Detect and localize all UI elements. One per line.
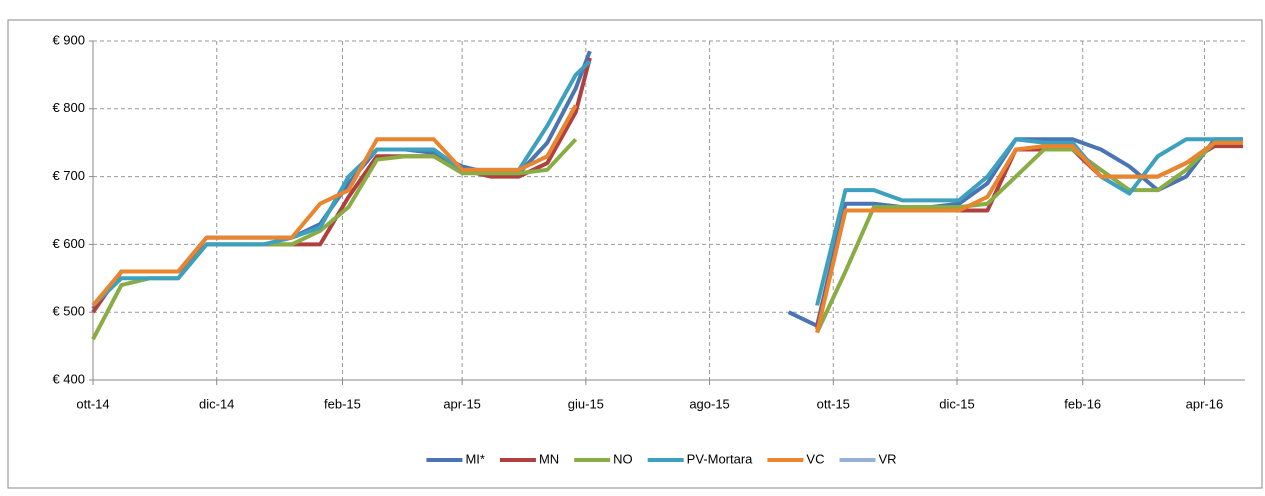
y-tick-label: € 500 [52,304,85,319]
x-tick-label: ago-15 [689,396,729,411]
y-tick-label: € 900 [52,32,85,47]
x-tick-label: dic-15 [939,396,974,411]
x-tick-label: apr-16 [1186,396,1224,411]
y-tick-label: € 400 [52,371,85,386]
y-tick-label: € 700 [52,168,85,183]
legend-label: MI* [465,451,485,466]
legend-label: VC [806,451,824,466]
y-tick-label: € 600 [52,236,85,251]
legend-label: MN [539,451,559,466]
y-tick-label: € 800 [52,100,85,115]
legend-label: NO [613,451,633,466]
x-tick-label: ott-15 [817,396,850,411]
x-tick-label: dic-14 [199,396,234,411]
legend-label: VR [878,451,896,466]
x-tick-label: giu-15 [568,396,604,411]
x-tick-label: feb-15 [324,396,361,411]
legend-label: PV-Mortara [687,451,754,466]
x-tick-label: feb-16 [1064,396,1101,411]
series-line [91,104,1243,333]
x-tick-label: ott-14 [76,396,109,411]
x-tick-label: apr-15 [443,396,481,411]
